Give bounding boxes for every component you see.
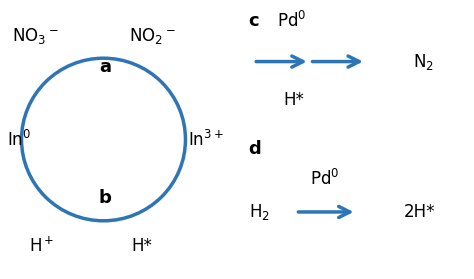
Text: H$_2$: H$_2$ bbox=[249, 202, 270, 222]
Text: Pd$^0$: Pd$^0$ bbox=[277, 11, 306, 31]
Text: Pd$^0$: Pd$^0$ bbox=[310, 169, 339, 189]
Text: NO$_2$$^-$: NO$_2$$^-$ bbox=[129, 26, 176, 45]
Text: a: a bbox=[99, 58, 111, 76]
Text: N$_2$: N$_2$ bbox=[413, 52, 434, 72]
Text: NO$_3$$^-$: NO$_3$$^-$ bbox=[12, 26, 59, 45]
Text: H*: H* bbox=[284, 91, 305, 109]
Text: b: b bbox=[99, 189, 112, 207]
Text: H$^+$: H$^+$ bbox=[28, 237, 54, 256]
Text: 2H*: 2H* bbox=[403, 203, 435, 221]
Text: d: d bbox=[249, 140, 262, 158]
Text: H*: H* bbox=[132, 237, 153, 255]
Text: In$^{3+}$: In$^{3+}$ bbox=[188, 129, 224, 150]
Text: In$^0$: In$^0$ bbox=[8, 129, 32, 150]
Text: c: c bbox=[249, 11, 259, 30]
